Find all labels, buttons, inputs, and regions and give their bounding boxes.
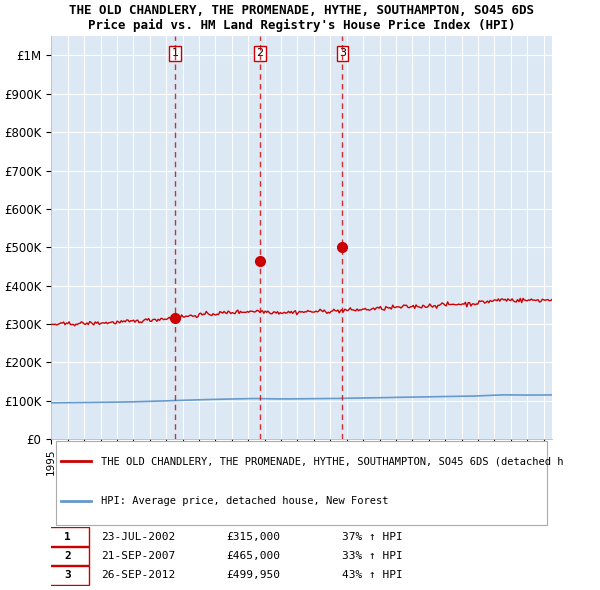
Text: 1: 1: [64, 532, 71, 542]
Text: 43% ↑ HPI: 43% ↑ HPI: [341, 571, 403, 581]
Text: 21-SEP-2007: 21-SEP-2007: [101, 551, 176, 561]
Text: THE OLD CHANDLERY, THE PROMENADE, HYTHE, SOUTHAMPTON, SO45 6DS (detached h: THE OLD CHANDLERY, THE PROMENADE, HYTHE,…: [101, 456, 564, 466]
Text: £465,000: £465,000: [226, 551, 280, 561]
Text: 2: 2: [64, 551, 71, 561]
Text: 3: 3: [339, 48, 346, 58]
Text: 37% ↑ HPI: 37% ↑ HPI: [341, 532, 403, 542]
Text: 23-JUL-2002: 23-JUL-2002: [101, 532, 176, 542]
Title: THE OLD CHANDLERY, THE PROMENADE, HYTHE, SOUTHAMPTON, SO45 6DS
Price paid vs. HM: THE OLD CHANDLERY, THE PROMENADE, HYTHE,…: [69, 4, 534, 32]
Text: 26-SEP-2012: 26-SEP-2012: [101, 571, 176, 581]
FancyBboxPatch shape: [46, 527, 89, 546]
FancyBboxPatch shape: [46, 546, 89, 565]
Text: 2: 2: [256, 48, 263, 58]
Text: 1: 1: [172, 48, 179, 58]
FancyBboxPatch shape: [46, 566, 89, 585]
Text: HPI: Average price, detached house, New Forest: HPI: Average price, detached house, New …: [101, 496, 389, 506]
Text: £315,000: £315,000: [226, 532, 280, 542]
Text: 33% ↑ HPI: 33% ↑ HPI: [341, 551, 403, 561]
Text: 3: 3: [64, 571, 71, 581]
Text: £499,950: £499,950: [226, 571, 280, 581]
FancyBboxPatch shape: [56, 441, 547, 526]
